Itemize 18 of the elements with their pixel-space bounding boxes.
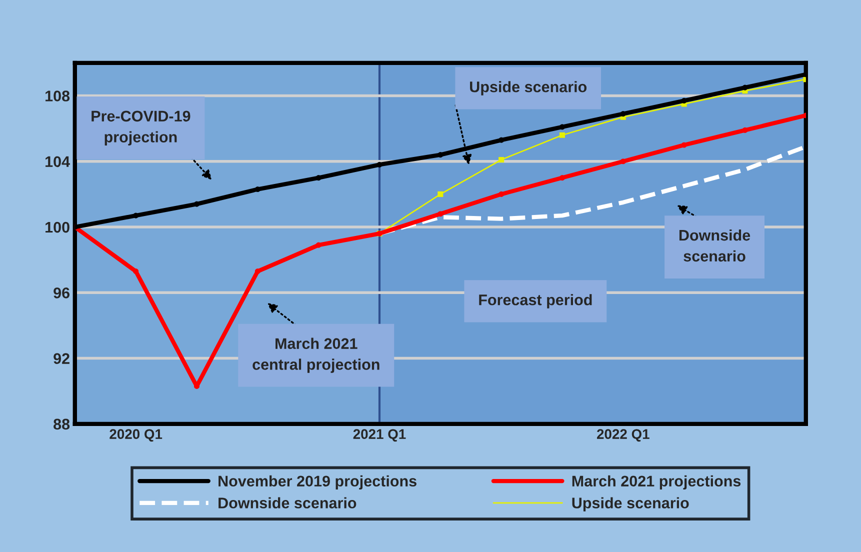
y-tick-label: 88 <box>54 418 70 430</box>
annotation: March 2021 central projection <box>252 338 380 373</box>
x-tick-label: 2020 Q1 <box>110 429 162 442</box>
annotation: Upside scenario <box>470 81 587 96</box>
legend-label: Upside scenario <box>572 497 689 512</box>
y-tick-label: 96 <box>54 288 70 298</box>
x-tick-label: 2021 Q1 <box>353 429 406 442</box>
y-tick-label: 92 <box>54 353 70 364</box>
y-tick-label: 104 <box>46 156 70 168</box>
y-tick-label: 108 <box>46 90 70 102</box>
annotation: Pre-COVID-19 projection <box>92 110 190 146</box>
annotation: Forecast period <box>479 294 592 308</box>
x-tick-label: 2022 Q1 <box>596 429 650 442</box>
legend-label: November 2019 projections <box>218 475 416 490</box>
annotation: Downside scenario <box>679 229 750 262</box>
legend-label: Downside scenario <box>218 497 356 508</box>
y-tick-label: 100 <box>46 222 70 233</box>
legend-label: March 2021 projections <box>572 475 741 490</box>
